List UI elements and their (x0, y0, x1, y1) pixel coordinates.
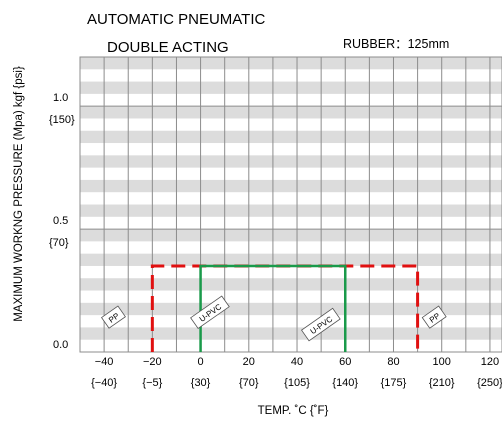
grid-band (80, 302, 502, 316)
x-tick-label-f: {250} (477, 377, 502, 389)
series-label-box (421, 305, 447, 329)
series-label-box (190, 295, 230, 330)
y-axis-title: MAXIMUM WORKNG PRESSURE (Mpa) kgf {psi} (13, 66, 25, 322)
x-tick-label-f: {210} (429, 377, 455, 389)
x-tick-label-f: {70} (239, 377, 259, 389)
y-tick-label-psi: {70} (49, 237, 69, 249)
chart-title-line-2: DOUBLE ACTING (107, 39, 229, 56)
x-axis-title: TEMP. ˚C {˚F} (258, 405, 329, 417)
plot-labels: 1.0 0.5 0.0 {150} {70} −40 −20 0 20 40 60 80 100 120 {… (49, 92, 502, 389)
x-tick-label-f: {30} (191, 377, 211, 389)
x-tick-label: 0 (198, 356, 204, 368)
series-line-u-pvc (199, 264, 347, 352)
x-tick-label: 80 (387, 356, 399, 368)
grid-band (80, 253, 502, 266)
x-tick-label-f: {−40} (91, 377, 117, 389)
x-tick-label: 120 (481, 356, 499, 368)
y-tick-label-psi: {150} (49, 114, 75, 126)
grid-band (80, 204, 502, 217)
grid-band (80, 81, 502, 94)
plot-series (150, 264, 420, 352)
series-label-group: PP (421, 305, 447, 329)
x-tick-label: −40 (95, 356, 114, 368)
grid-band (80, 130, 502, 144)
grid-band (80, 278, 502, 291)
grid-band (80, 179, 502, 193)
grid-band (80, 229, 502, 242)
series-label-group: PP (100, 305, 126, 329)
x-tick-label: 20 (243, 356, 255, 368)
x-tick-label: 100 (433, 356, 451, 368)
grid-band (80, 327, 502, 340)
grid-band (80, 57, 502, 70)
plot-frame (79, 56, 502, 353)
x-tick-label: 40 (291, 356, 303, 368)
grid-band (80, 106, 502, 119)
chart-title-line-1: AUTOMATIC PNEUMATIC (87, 11, 266, 28)
x-tick-label-f: {175} (381, 377, 407, 389)
y-tick-label: 1.0 (53, 92, 68, 104)
x-tick-label: −20 (143, 356, 162, 368)
series-label-box (301, 307, 341, 342)
x-tick-label-f: {140} (332, 377, 358, 389)
material-label: RUBBER：125mm (343, 37, 449, 51)
x-tick-label: 60 (339, 356, 351, 368)
grid-band (80, 155, 502, 168)
x-tick-label-f: {105} (284, 377, 310, 389)
y-tick-label: 0.0 (53, 339, 68, 351)
series-label-box (100, 305, 126, 329)
x-tick-label-f: {−5} (142, 377, 162, 389)
y-tick-label: 0.5 (53, 215, 68, 227)
